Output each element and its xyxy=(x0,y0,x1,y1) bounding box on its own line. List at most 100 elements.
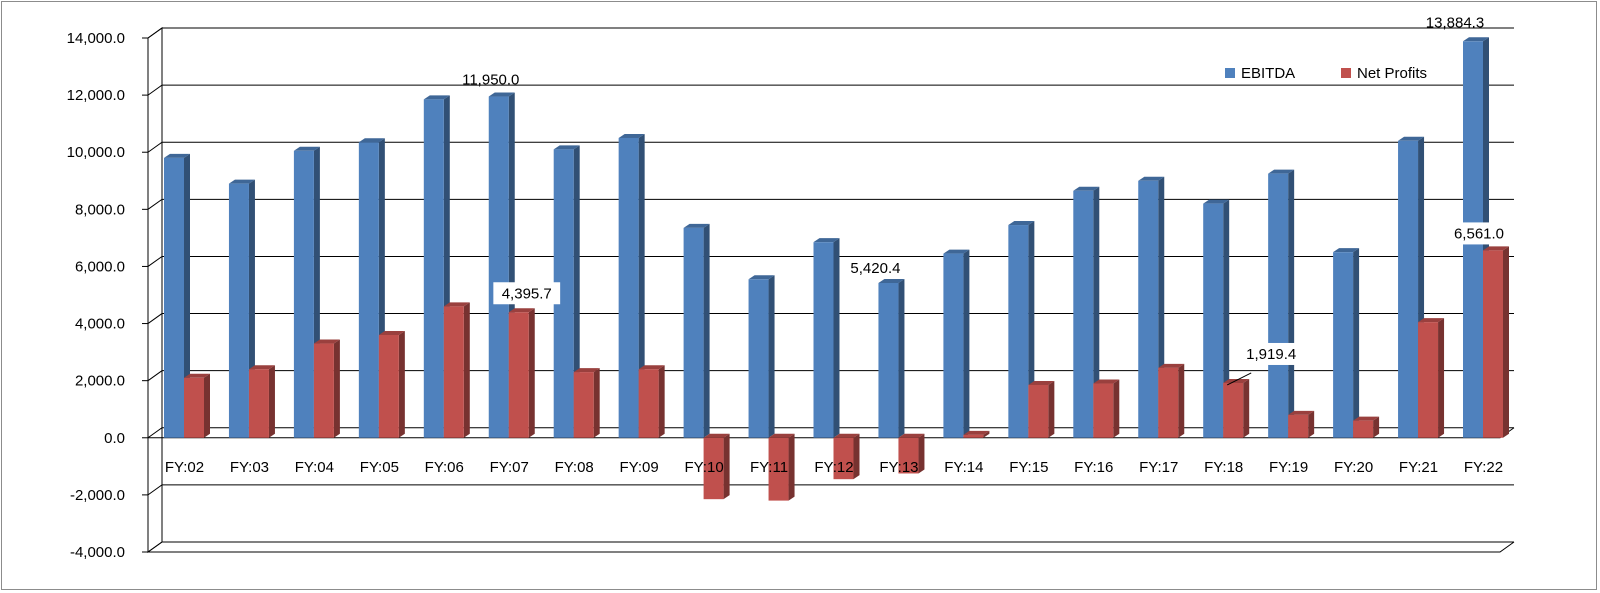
gridlines xyxy=(142,27,1515,553)
gridline xyxy=(147,198,1514,210)
y-tick-label: 6,000.0 xyxy=(75,258,125,275)
bar-net-profits-front xyxy=(313,343,334,438)
bar-net-profits-side xyxy=(333,339,340,438)
bar-net-profits-top xyxy=(703,433,730,438)
bar-ebitda xyxy=(164,153,190,438)
bar-net-profits-side xyxy=(918,433,925,474)
bar-net-profits-side xyxy=(268,365,275,438)
bar-ebitda xyxy=(1268,169,1295,438)
bar-net-profits xyxy=(898,433,925,474)
bar-ebitda-side xyxy=(1093,186,1100,438)
bar-ebitda xyxy=(748,275,775,438)
bar-ebitda-side xyxy=(898,278,905,438)
bar-ebitda xyxy=(618,133,645,438)
bar-ebitda-front xyxy=(878,282,899,438)
y-tick-label: 12,000.0 xyxy=(67,87,125,104)
bar-ebitda-front xyxy=(553,149,574,438)
bar-net-profits-side xyxy=(658,365,665,438)
bar-ebitda-top xyxy=(488,92,515,97)
gridline xyxy=(147,27,1514,39)
bar-net-profits-top xyxy=(1418,318,1445,323)
bar-ebitda xyxy=(553,145,580,438)
bar-ebitda-front xyxy=(1138,180,1159,438)
x-tick-label: FY:19 xyxy=(1269,459,1308,476)
bar-net-profits-top xyxy=(184,373,210,378)
bar-net-profits-top xyxy=(1288,410,1315,415)
bar-net-profits xyxy=(573,368,600,438)
bar-net-profits-side xyxy=(1503,246,1509,438)
bar-ebitda-side xyxy=(1288,169,1295,438)
legend-label-net-profits: Net Profits xyxy=(1357,65,1427,82)
bar-ebitda-front xyxy=(228,183,249,438)
gridline xyxy=(147,484,1514,496)
bar-ebitda-top xyxy=(1268,169,1295,174)
bar-ebitda-top xyxy=(358,138,385,143)
bar-net-profits-side xyxy=(723,433,730,500)
legend: EBITDA Net Profits xyxy=(1225,65,1427,82)
bar-net-profits xyxy=(768,433,795,501)
bar-net-profits-front xyxy=(378,334,399,438)
bar-net-profits xyxy=(638,365,665,438)
bar-net-profits-front xyxy=(508,312,529,438)
bar-ebitda-top xyxy=(293,146,320,151)
x-tick-label: FY:05 xyxy=(360,459,399,476)
bar-net-profits-side xyxy=(1308,410,1315,438)
x-tick-label: FY:18 xyxy=(1204,459,1243,476)
bar-ebitda-side xyxy=(573,145,580,438)
legend-swatch-ebitda xyxy=(1225,68,1235,78)
bar-net-profits xyxy=(184,373,210,438)
bar-ebitda xyxy=(1073,186,1100,438)
y-tick-label: 8,000.0 xyxy=(75,201,125,218)
bar-ebitda-side xyxy=(833,238,840,438)
bar-ebitda-front xyxy=(1203,203,1224,438)
x-tick-label: FY:07 xyxy=(490,459,529,476)
y-tick-label: -2,000.0 xyxy=(70,487,125,504)
data-label: 11,950.0 xyxy=(462,72,519,89)
x-tick-label: FY:13 xyxy=(879,459,918,476)
y-tick-label: -4,000.0 xyxy=(70,544,125,561)
bar-ebitda-top xyxy=(618,133,645,138)
data-label: 1,919.4 xyxy=(1246,346,1296,363)
y-tick-label: 0.0 xyxy=(104,430,125,447)
bar-ebitda-top xyxy=(1008,221,1035,226)
x-tick-label: FY:06 xyxy=(425,459,464,476)
bar-ebitda-front xyxy=(1398,140,1419,438)
bar-ebitda-top xyxy=(1203,199,1230,204)
x-tick-label: FY:21 xyxy=(1399,459,1438,476)
bar-net-profits-top xyxy=(443,302,470,307)
bar-ebitda-top xyxy=(423,95,450,100)
x-tick-label: FY:04 xyxy=(295,459,334,476)
bar-net-profits-front xyxy=(638,369,659,438)
bar-ebitda xyxy=(878,278,905,438)
bar-net-profits-front xyxy=(1288,414,1309,438)
x-tick-label: FY:22 xyxy=(1464,459,1503,476)
data-label-bg xyxy=(1237,342,1305,365)
x-tick-label: FY:10 xyxy=(684,459,723,476)
bar-net-profits xyxy=(1483,246,1509,438)
y-axis-ticks: 14,000.0 12,000.0 10,000.0 8,000.0 6,000.0 4,… xyxy=(67,30,125,561)
bar-net-profits xyxy=(1028,380,1055,438)
bar-net-profits-front xyxy=(1353,420,1374,438)
bar-net-profits-top xyxy=(833,433,860,438)
bar-ebitda-front xyxy=(943,253,964,438)
bar-ebitda-front xyxy=(423,99,444,438)
gridline xyxy=(147,84,1514,96)
bar-ebitda-top xyxy=(1073,186,1100,191)
bar-ebitda-side xyxy=(638,133,645,438)
bar-net-profits xyxy=(1158,363,1185,438)
bar-ebitda-top xyxy=(553,145,580,150)
bar-net-profits-side xyxy=(788,433,795,501)
bar-ebitda-side xyxy=(703,223,710,438)
y-tick-label: 14,000.0 xyxy=(67,30,125,47)
bar-net-profits-front xyxy=(1223,382,1244,438)
bar-ebitda-front xyxy=(164,157,184,438)
bar-net-profits-front xyxy=(1093,383,1114,438)
x-tick-label: FY:14 xyxy=(944,459,983,476)
bar-ebitda-side xyxy=(963,249,970,438)
bar-ebitda xyxy=(943,249,970,438)
bar-ebitda xyxy=(1203,199,1230,438)
bar-net-profits-front xyxy=(443,306,464,438)
data-label: 5,420.4 xyxy=(850,260,900,277)
data-label-leader xyxy=(1226,372,1252,386)
bar-net-profits-front xyxy=(833,437,854,480)
